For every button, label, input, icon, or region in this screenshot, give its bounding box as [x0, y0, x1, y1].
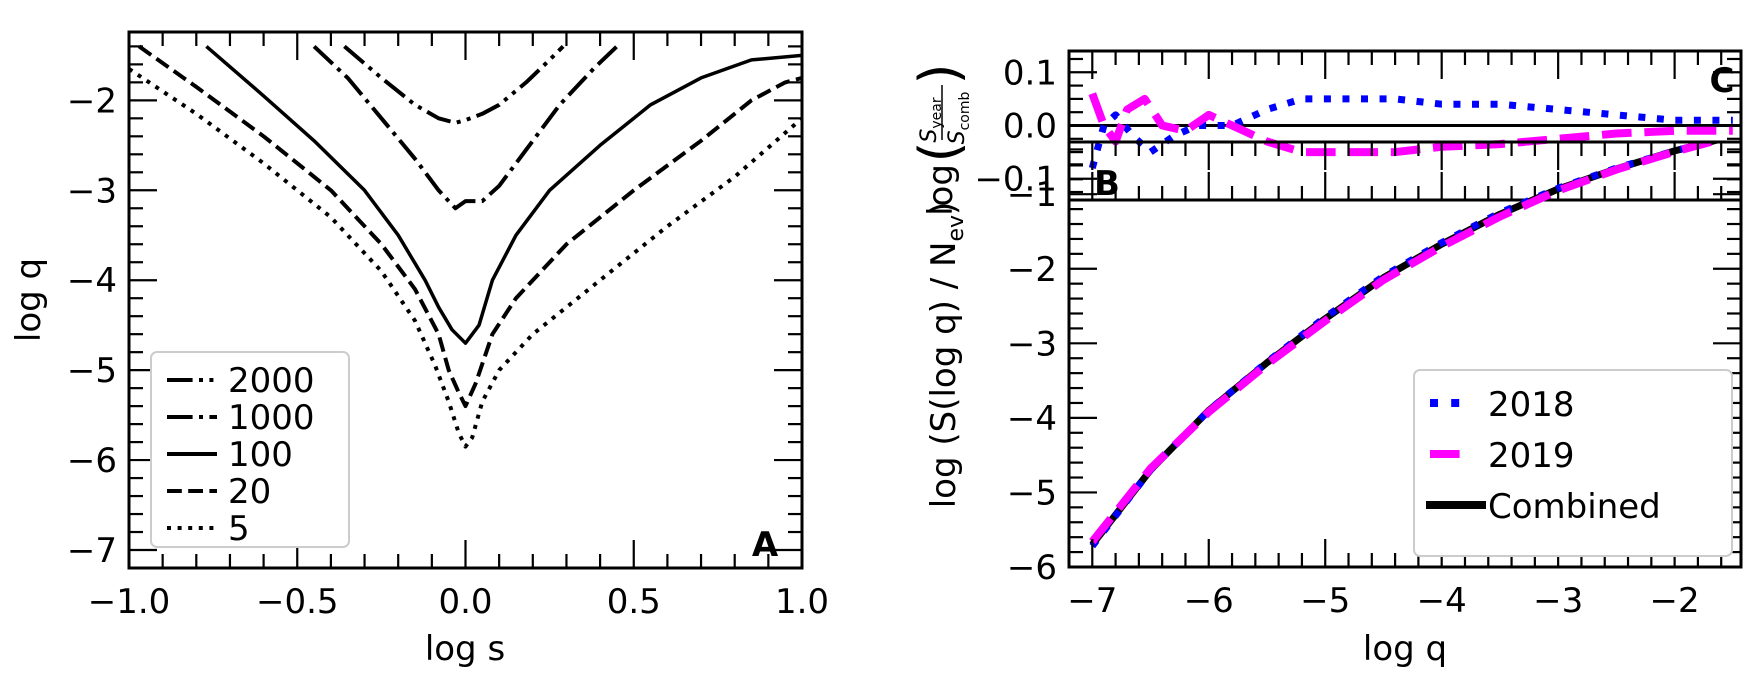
panel-c-ylabel-log: log	[921, 164, 961, 216]
panel-b-x-tick-label: −6	[1184, 581, 1234, 621]
panel-a-x-tick-label: 1.0	[775, 582, 829, 622]
legend-label-5: 5	[228, 509, 250, 549]
panel-c-tick-labels: −0.1 0.0 0.1	[974, 53, 1057, 199]
panel-b-y-tick-label: −5	[1007, 473, 1057, 513]
panel-c-ylabel-close-paren: )	[908, 63, 971, 84]
series-line-1000	[312, 44, 619, 211]
panel-b-x-tick-label: −4	[1417, 581, 1467, 621]
panel-c-ylabel-denominator: Scomb	[945, 92, 973, 145]
panel-b-x-tick-label: −7	[1067, 581, 1117, 621]
panel-b-y-tick-label: −1	[1007, 175, 1057, 215]
panel-b-ylabel: log (S(log q) / Nev)	[924, 202, 969, 509]
panel-c-y-tick-label: 0.1	[1003, 53, 1057, 93]
panel-c-ylabel: log ( Syear Scomb )	[908, 63, 973, 215]
legend-label-100: 100	[228, 435, 293, 475]
panel-b-plot-area	[1089, 142, 1726, 549]
panel-b-y-tick-label: −6	[1007, 548, 1057, 588]
panel-c-letter: C	[1710, 61, 1735, 101]
panel-a-y-tick-label: −4	[67, 261, 117, 301]
panel-b-frame	[1067, 140, 1743, 569]
panel-b-y-tick-label: −4	[1007, 399, 1057, 439]
panel-a-ylabel: log q	[9, 258, 49, 342]
legend-label-2018: 2018	[1488, 385, 1575, 425]
panel-b-tick-labels: −7 −6 −5 −4 −3 −2−6−5−4−3−2−1	[1007, 175, 1700, 621]
panel-b-legend-box	[1413, 369, 1733, 557]
panel-a-y-tick-label: −3	[67, 171, 117, 211]
legend-label-20: 20	[228, 472, 271, 512]
series-line-2018	[1088, 95, 1733, 170]
panel-a-y-tick-label: −7	[67, 531, 117, 571]
panel-a-x-tick-label: 0.5	[607, 582, 661, 622]
panel-c-y-tick-label: 0.0	[1003, 107, 1057, 147]
panel-a-y-tick-label: −5	[67, 351, 117, 391]
panel-b-y-tick-label: −3	[1007, 324, 1057, 364]
legend-label-2019: 2019	[1488, 436, 1575, 476]
panel-b-y-tick-label: −2	[1007, 250, 1057, 290]
panel-b-x-tick-label: −2	[1650, 581, 1700, 621]
panel-c-y-tick-label: −0.1	[974, 160, 1057, 200]
panel-a-x-tick-label: 0.0	[438, 582, 492, 622]
panel-a-letter: A	[752, 525, 779, 565]
panel-a-legend-box	[150, 351, 350, 548]
legend-label-combined: Combined	[1488, 487, 1661, 527]
series-line-20	[137, 44, 802, 409]
panel-a-ticks	[127, 32, 804, 570]
panel-b-letter: B	[1094, 164, 1120, 204]
panel-a-tick-labels: −1.0 −0.5 0.0 0.5 1.0 −7 −6 −5 −4 −3 −2	[67, 81, 829, 622]
series-line-2000	[343, 44, 565, 125]
legend-label-1000: 1000	[228, 398, 315, 438]
panel-c-ylabel-numerator: Syear	[917, 97, 945, 142]
panel-b-xlabel: log q	[1363, 629, 1447, 669]
panel-a-y-tick-label: −6	[67, 441, 117, 481]
panel-a-plot-area	[129, 44, 802, 449]
panel-b: −7 −6 −5 −4 −3 −2−6−5−4−3−2−1 B log q log (S(…	[924, 140, 1743, 669]
panel-a-x-tick-label: −0.5	[256, 582, 339, 622]
panel-a-y-tick-label: −2	[67, 81, 117, 121]
panel-b-x-tick-label: −5	[1300, 581, 1350, 621]
panel-c-ylabel-open-paren: (	[908, 141, 971, 162]
panel-a-x-tick-label: −1.0	[88, 582, 171, 622]
series-line-5	[129, 67, 802, 449]
series-line-2019	[1089, 142, 1726, 545]
series-line-100	[205, 45, 802, 345]
panel-b-x-tick-label: −3	[1533, 581, 1583, 621]
panel-a: −1.0 −0.5 0.0 0.5 1.0 −7 −6 −5 −4 −3 −2 log s log …	[9, 30, 829, 669]
legend-label-2000: 2000	[228, 361, 315, 401]
panel-c-plot-area	[1069, 92, 1741, 170]
panel-a-xlabel: log s	[425, 629, 505, 669]
panel-b-legend: 2018 2019 Combined	[1413, 369, 1733, 557]
